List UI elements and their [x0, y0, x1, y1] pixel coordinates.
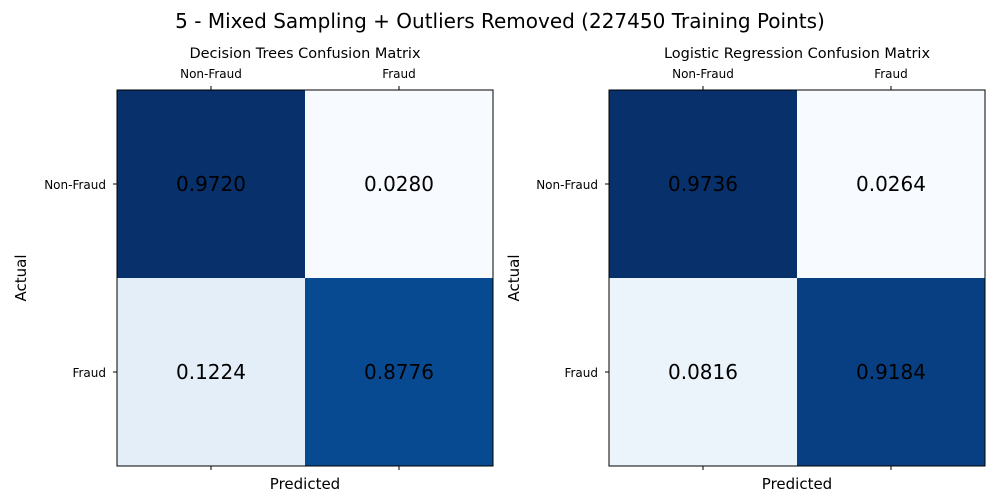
heatmap-cell — [117, 90, 306, 279]
heatmap-cell — [609, 90, 798, 279]
x-tick-label-fraud: Fraud — [382, 67, 416, 81]
x-axis-label: Predicted — [270, 475, 340, 493]
heatmap-cell — [117, 278, 306, 467]
heatmap-cell — [305, 90, 494, 279]
heatmap-cells: 0.9736 0.0264 0.0816 0.9184 — [609, 90, 986, 467]
panel-title: Decision Trees Confusion Matrix — [189, 46, 421, 62]
cell-value-label: 0.0264 — [856, 172, 926, 196]
cell-value-label: 0.0816 — [668, 360, 738, 384]
heatmap-cell — [305, 278, 494, 467]
plot-frame — [116, 89, 494, 467]
x-tick-label-fraud: Fraud — [874, 67, 908, 81]
heatmap-cell — [609, 278, 798, 467]
y-axis-label: Actual — [505, 255, 523, 302]
figure-title: 5 - Mixed Sampling + Outliers Removed (2… — [175, 9, 825, 33]
cell-value-label: 0.1224 — [176, 360, 246, 384]
axis-ticks — [113, 86, 400, 470]
panel-title: Logistic Regression Confusion Matrix — [664, 46, 931, 62]
heatmap-cell — [797, 278, 986, 467]
axis-ticks — [605, 86, 892, 470]
panel-decision-trees: Decision Trees Confusion Matrix 0.9720 0.… — [12, 46, 494, 493]
cell-value-label: 0.9184 — [856, 360, 926, 384]
x-tick-label-non-fraud: Non-Fraud — [672, 67, 734, 81]
y-axis-label: Actual — [12, 255, 30, 302]
x-tick-label-non-fraud: Non-Fraud — [180, 67, 242, 81]
y-tick-label-non-fraud: Non-Fraud — [536, 178, 598, 192]
plot-frame — [608, 89, 986, 467]
cell-value-label: 0.8776 — [364, 360, 434, 384]
y-tick-label-non-fraud: Non-Fraud — [44, 178, 106, 192]
y-tick-label-fraud: Fraud — [72, 366, 106, 380]
panel-logistic-regression: Logistic Regression Confusion Matrix 0.9… — [505, 46, 986, 493]
x-axis-label: Predicted — [762, 475, 832, 493]
cell-value-label: 0.0280 — [364, 172, 434, 196]
cell-value-label: 0.9736 — [668, 172, 738, 196]
heatmap-cell — [797, 90, 986, 279]
cell-value-label: 0.9720 — [176, 172, 246, 196]
heatmap-cells: 0.9720 0.0280 0.1224 0.8776 — [117, 90, 494, 467]
y-tick-label-fraud: Fraud — [564, 366, 598, 380]
